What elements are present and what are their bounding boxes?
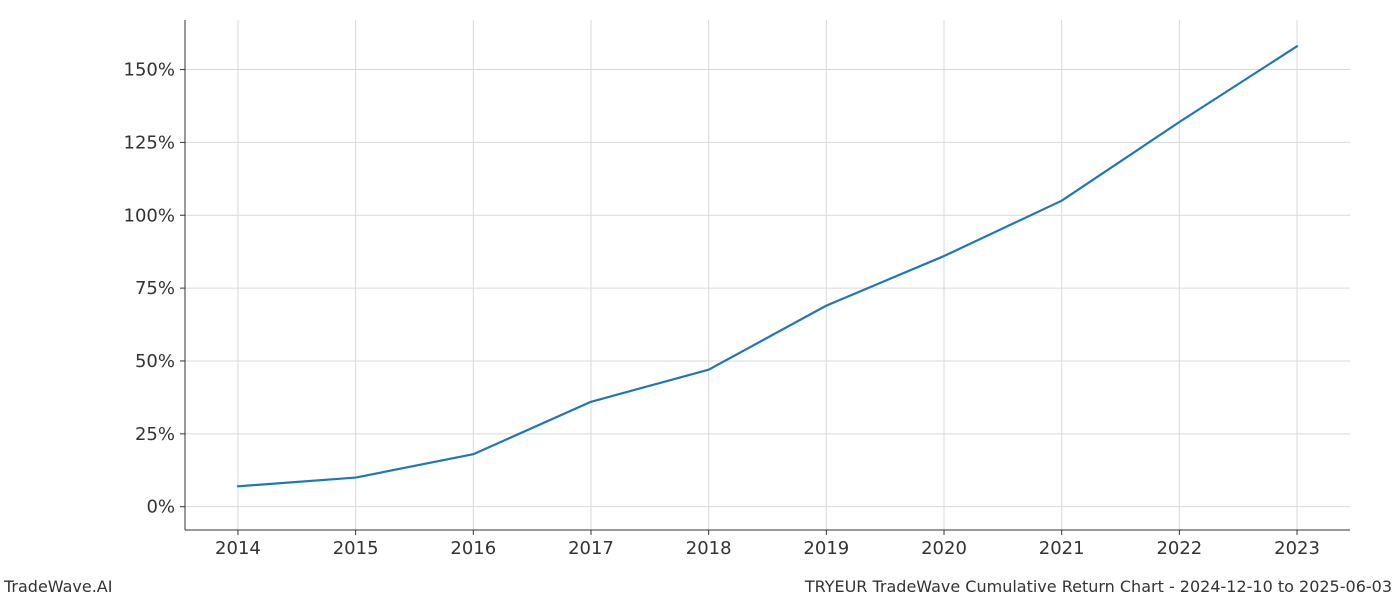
svg-text:25%: 25% bbox=[135, 424, 175, 445]
svg-text:100%: 100% bbox=[124, 205, 175, 226]
svg-text:50%: 50% bbox=[135, 351, 175, 372]
svg-text:2018: 2018 bbox=[686, 538, 732, 559]
svg-text:2022: 2022 bbox=[1156, 538, 1202, 559]
svg-text:0%: 0% bbox=[146, 497, 175, 518]
svg-text:2015: 2015 bbox=[333, 538, 379, 559]
svg-text:75%: 75% bbox=[135, 278, 175, 299]
svg-text:2014: 2014 bbox=[215, 538, 261, 559]
svg-text:150%: 150% bbox=[124, 60, 175, 81]
caption-right: TRYEUR TradeWave Cumulative Return Chart… bbox=[805, 577, 1392, 596]
svg-text:2016: 2016 bbox=[450, 538, 496, 559]
svg-text:2017: 2017 bbox=[568, 538, 614, 559]
svg-text:2023: 2023 bbox=[1274, 538, 1320, 559]
watermark-left: TradeWave.AI bbox=[4, 577, 112, 596]
svg-text:125%: 125% bbox=[124, 132, 175, 153]
svg-text:2019: 2019 bbox=[803, 538, 849, 559]
svg-text:2020: 2020 bbox=[921, 538, 967, 559]
return-line-chart: 2014 2015 2016 2017 2018 2019 2020 2021 2022 2023… bbox=[0, 0, 1400, 600]
chart-container: 2014 2015 2016 2017 2018 2019 2020 2021 2022 2023… bbox=[0, 0, 1400, 600]
svg-text:2021: 2021 bbox=[1039, 538, 1085, 559]
